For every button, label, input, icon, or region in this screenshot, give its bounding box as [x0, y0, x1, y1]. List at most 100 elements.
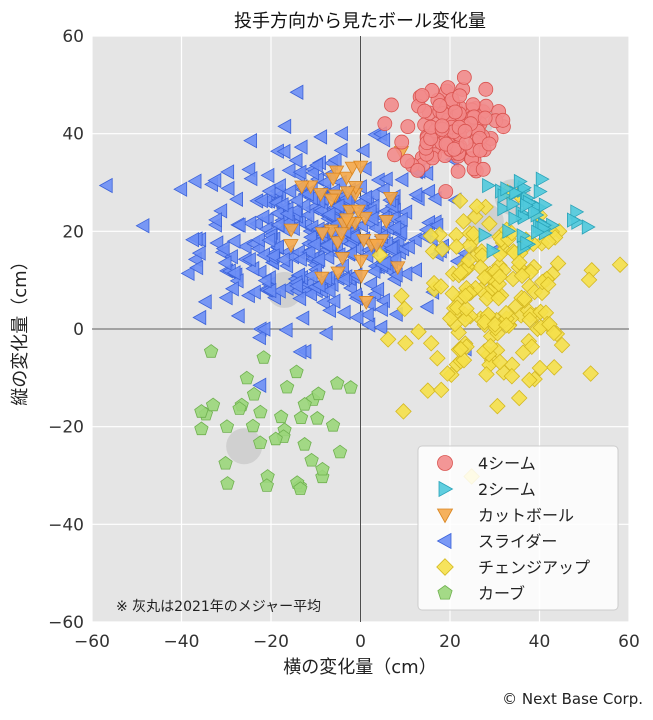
data-point [486, 243, 501, 259]
legend-marker [438, 480, 454, 498]
data-point [305, 165, 320, 181]
data-point [292, 344, 307, 360]
data-point [400, 119, 416, 135]
data-point [368, 238, 385, 253]
data-point [313, 129, 328, 145]
data-point [611, 256, 629, 273]
data-point [513, 267, 531, 284]
data-point [393, 287, 410, 305]
data-point [241, 251, 256, 268]
chart-title: 投手方向から見たボール変化量 [234, 11, 486, 32]
data-point [520, 235, 535, 251]
data-point [432, 381, 450, 399]
data-point [377, 116, 393, 132]
data-point [207, 172, 222, 189]
data-point [441, 310, 459, 327]
data-point [478, 81, 494, 97]
data-point [232, 401, 247, 415]
data-point [387, 220, 402, 236]
data-point [292, 164, 307, 180]
data-point [239, 370, 254, 385]
data-point [98, 177, 113, 194]
data-point [334, 125, 348, 142]
data-point [477, 110, 493, 126]
data-point [277, 118, 292, 135]
data-point [292, 290, 307, 307]
data-point [349, 309, 364, 326]
data-point [419, 382, 437, 399]
data-point [274, 197, 289, 213]
data-point [348, 287, 362, 303]
data-point [322, 302, 336, 319]
data-point [394, 134, 410, 150]
data-point [450, 163, 466, 179]
data-point [328, 165, 345, 180]
data-point [245, 418, 261, 433]
data-point [376, 132, 391, 148]
data-point [361, 317, 376, 333]
y-tick-label: 0 [73, 320, 84, 340]
data-point [217, 255, 232, 271]
data-point [319, 237, 334, 254]
data-point [243, 170, 258, 187]
data-point [311, 386, 326, 401]
x-tick-label: −40 [164, 632, 200, 652]
data-point [249, 216, 264, 232]
data-point [293, 481, 308, 495]
data-point [582, 365, 599, 382]
data-point [545, 324, 563, 342]
data-point [332, 444, 348, 459]
data-point [333, 142, 348, 159]
data-point [481, 136, 497, 152]
data-point [395, 403, 412, 420]
data-point [296, 198, 311, 214]
data-point [339, 213, 355, 228]
data-point [468, 198, 486, 215]
data-point [231, 217, 246, 233]
data-point [364, 210, 379, 227]
data-point [366, 263, 381, 279]
data-point [192, 309, 207, 326]
data-point [457, 123, 473, 139]
data-point [340, 186, 356, 201]
data-point [194, 421, 209, 436]
data-point [311, 251, 326, 268]
league-average-marker [226, 428, 263, 465]
x-tick-label: 40 [529, 632, 551, 652]
data-point [230, 308, 245, 324]
data-point [314, 227, 331, 242]
data-point [306, 236, 321, 252]
data-point [538, 197, 553, 213]
data-point [451, 192, 469, 210]
data-point [271, 283, 286, 299]
data-point [531, 359, 549, 377]
y-tick-labels: 60 40 20 0 −20 −40 −60 [48, 27, 84, 633]
data-point [408, 187, 423, 203]
legend-marker [437, 455, 453, 471]
data-point [383, 240, 398, 257]
data-point [241, 161, 256, 178]
data-point [320, 249, 335, 265]
data-point [256, 321, 271, 337]
data-point [535, 171, 550, 187]
data-point [410, 162, 426, 178]
x-tick-label: 60 [618, 632, 640, 652]
data-point [427, 190, 442, 207]
data-point [457, 287, 474, 305]
data-point [359, 307, 374, 323]
data-point [570, 204, 585, 220]
data-point [270, 217, 285, 233]
data-point [279, 379, 295, 394]
data-point [194, 404, 209, 418]
data-point [370, 281, 385, 298]
data-point [489, 397, 506, 415]
data-point [314, 271, 330, 286]
data-point [379, 331, 397, 348]
data-point [531, 224, 546, 240]
data-point [252, 264, 267, 280]
data-point [567, 212, 581, 228]
data-point [224, 281, 239, 297]
data-point [215, 240, 230, 257]
